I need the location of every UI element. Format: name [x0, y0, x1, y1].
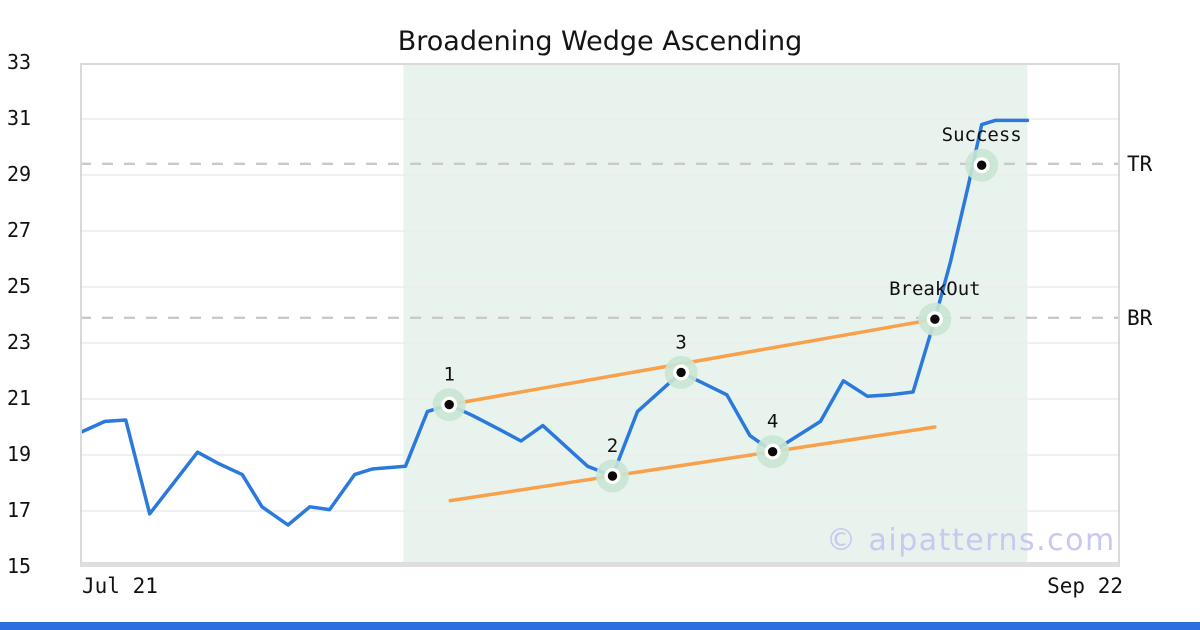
- bottom-accent-bar: [0, 622, 1200, 630]
- marker-dot: [444, 399, 454, 410]
- marker-label-breakout: BreakOut: [889, 278, 981, 300]
- y-tick-31: 31: [7, 105, 32, 130]
- y-tick-29: 29: [7, 161, 32, 186]
- x-axis-tick-start: Jul 21: [82, 574, 158, 598]
- y-tick-19: 19: [7, 441, 32, 466]
- y-tick-25: 25: [7, 273, 32, 298]
- lower-wedge-line: [448, 425, 937, 503]
- y-tick-33: 33: [7, 49, 32, 74]
- price-line: [80, 118, 1030, 527]
- y-tick-17: 17: [7, 497, 32, 522]
- marker-label-1: 1: [443, 364, 454, 386]
- marker-label-success: Success: [942, 124, 1022, 146]
- y-tick-27: 27: [7, 217, 32, 242]
- y-tick-21: 21: [7, 385, 32, 410]
- chart-canvas: 1 2 3 4 BreakOut Success: [80, 63, 1120, 567]
- chart-title: Broadening Wedge Ascending: [397, 26, 803, 57]
- marker-dot: [930, 314, 940, 324]
- level-label-br: BR: [1127, 305, 1153, 330]
- marker-label-2: 2: [607, 435, 618, 457]
- marker-label-3: 3: [675, 331, 686, 353]
- marker-label-4: 4: [767, 411, 778, 433]
- marker-dot: [767, 446, 778, 457]
- level-label-tr: TR: [1127, 151, 1153, 176]
- y-tick-15: 15: [7, 553, 32, 578]
- y-tick-23: 23: [7, 329, 32, 354]
- marker-dot: [607, 471, 618, 481]
- marker-dot: [976, 160, 987, 170]
- watermark: © aipatterns.com: [826, 523, 1116, 558]
- x-axis-tick-end: Sep 22: [1047, 574, 1123, 598]
- marker-dot: [676, 367, 686, 378]
